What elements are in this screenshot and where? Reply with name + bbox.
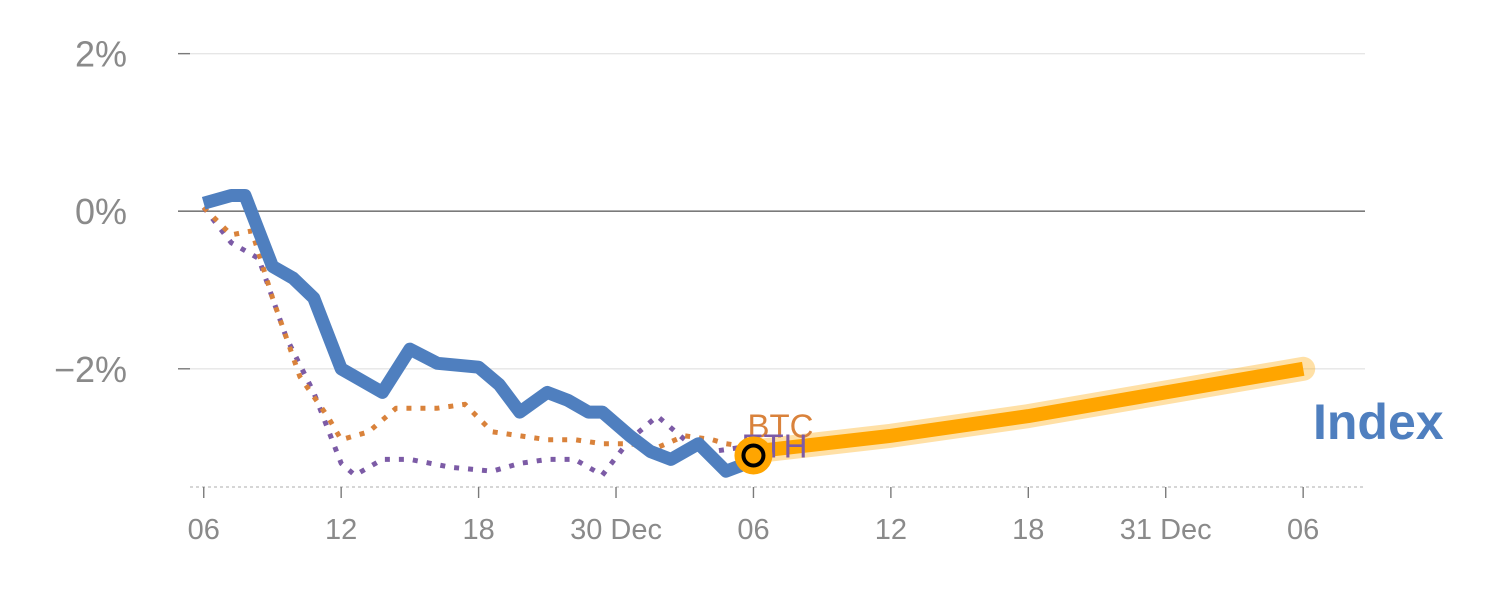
current-point-halo <box>734 436 773 475</box>
x-tick-label: 18 <box>462 514 494 546</box>
current-point-marker <box>734 436 773 475</box>
series-lines <box>201 189 1316 478</box>
x-tick-label: 31 Dec <box>1120 514 1212 546</box>
y-tick-label: 2% <box>75 34 127 75</box>
x-tick-label: 06 <box>1287 514 1319 546</box>
grid-lines <box>178 52 1365 370</box>
series-labels: BTC ETH Index <box>741 394 1443 465</box>
x-tick-label: 12 <box>325 514 357 546</box>
btc-line <box>201 205 754 451</box>
current-point-ring <box>741 443 766 468</box>
x-tick-label: 30 Dec <box>570 514 662 546</box>
y-axis: 2% 0% −2% <box>54 34 127 390</box>
x-tick-label: 12 <box>875 514 907 546</box>
x-tick-label: 06 <box>188 514 220 546</box>
x-axis-labels: 06 12 18 30 Dec 06 12 18 31 Dec 06 <box>188 514 1320 546</box>
index-line <box>201 189 759 478</box>
eth-line <box>201 205 754 478</box>
x-tick-label: 18 <box>1012 514 1044 546</box>
index-label: Index <box>1313 394 1444 450</box>
projection-line <box>752 361 1305 459</box>
y-tick-label: −2% <box>54 349 127 390</box>
x-axis <box>190 486 1365 498</box>
x-tick-label: 06 <box>737 514 769 546</box>
y-tick-label: 0% <box>75 191 127 232</box>
